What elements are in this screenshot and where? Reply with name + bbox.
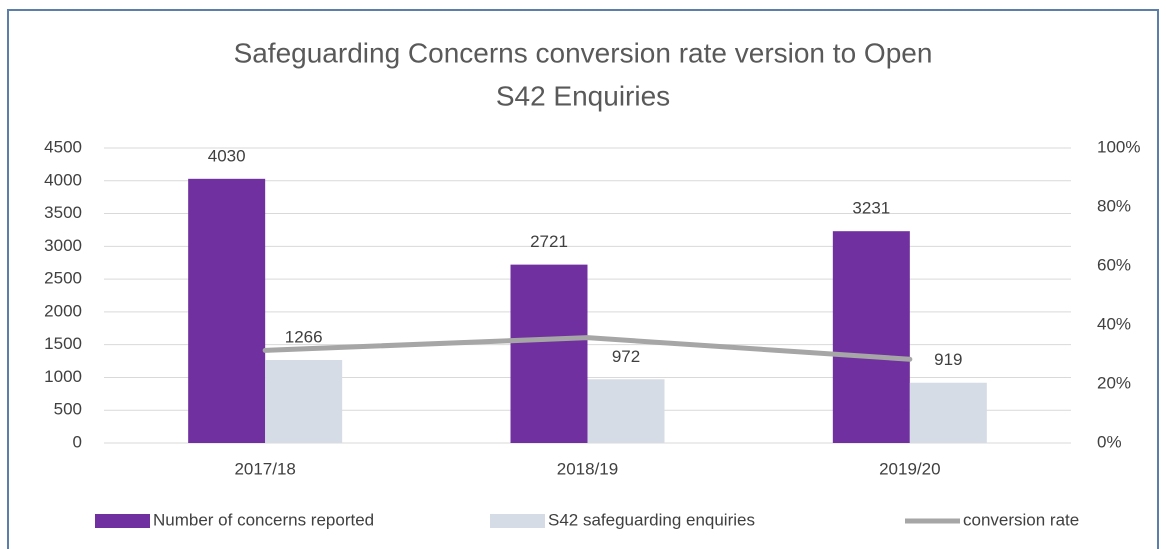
y-tick-label: 4000 xyxy=(44,170,82,189)
y-tick-label: 3500 xyxy=(44,203,82,222)
data-label: 1266 xyxy=(285,327,323,346)
data-label: 3231 xyxy=(852,199,890,218)
bar xyxy=(832,231,910,443)
legend-label: conversion rate xyxy=(963,510,1079,529)
x-tick-label: 2018/19 xyxy=(557,459,618,478)
y-tick-label: 0 xyxy=(73,432,82,451)
y-tick-label: 4500 xyxy=(44,137,82,156)
chart-title: Safeguarding Concerns conversion rate ve… xyxy=(234,37,933,68)
line-series xyxy=(262,335,913,362)
chart-title: S42 Enquiries xyxy=(496,80,670,111)
y2-tick-label: 20% xyxy=(1097,373,1131,392)
bar xyxy=(587,379,665,443)
legend-swatch xyxy=(95,514,150,528)
legend-label: S42 safeguarding enquiries xyxy=(548,510,755,529)
legend-label: Number of concerns reported xyxy=(153,510,374,529)
y-tick-label: 2000 xyxy=(44,301,82,320)
bar xyxy=(265,360,343,443)
y2-tick-label: 100% xyxy=(1097,137,1140,156)
bar xyxy=(909,382,987,443)
y-tick-label: 3000 xyxy=(44,236,82,255)
bar xyxy=(188,178,266,444)
chart-frame xyxy=(7,9,1159,549)
y2-tick-label: 60% xyxy=(1097,255,1131,274)
y2-tick-label: 40% xyxy=(1097,314,1131,333)
y-tick-label: 500 xyxy=(54,400,82,419)
data-label: 919 xyxy=(934,350,962,369)
x-tick-label: 2017/18 xyxy=(234,459,295,478)
data-label: 2721 xyxy=(530,232,568,251)
y2-tick-label: 80% xyxy=(1097,196,1131,215)
data-label: 4030 xyxy=(208,146,246,165)
y-tick-label: 1000 xyxy=(44,367,82,386)
y2-tick-label: 0% xyxy=(1097,432,1122,451)
y-tick-label: 1500 xyxy=(44,334,82,353)
x-tick-label: 2019/20 xyxy=(879,459,940,478)
legend-swatch xyxy=(490,514,545,528)
y-tick-label: 2500 xyxy=(44,269,82,288)
data-label: 972 xyxy=(612,347,640,366)
bar xyxy=(510,264,588,443)
